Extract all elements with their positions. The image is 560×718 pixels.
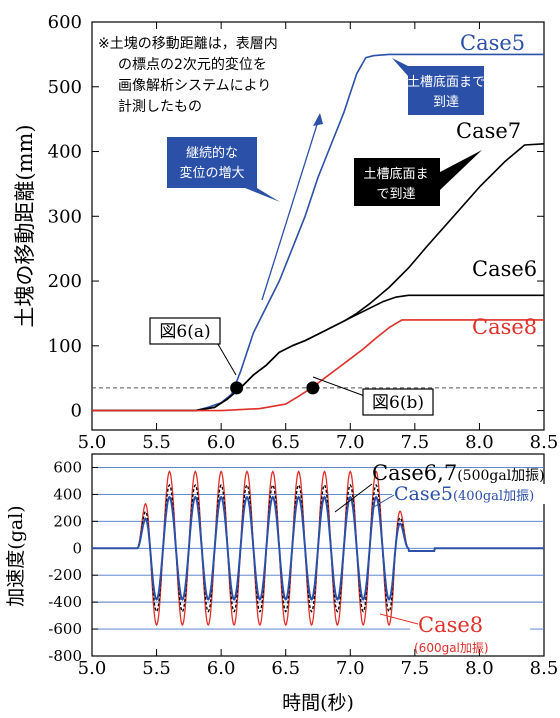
note-line-3: 画像解析システムにより <box>118 78 271 94</box>
bottom-ytick-label-600: 600 <box>53 458 82 476</box>
blue-trend-arrow <box>261 114 321 301</box>
callout-blue-left-shape <box>167 137 280 202</box>
bottom-xtick-label-8.5: 8.5 <box>530 658 559 679</box>
top-ytick-label-500: 500 <box>48 77 82 98</box>
bottom-xtick-label-7.0: 7.0 <box>336 658 365 679</box>
fig-b-rect <box>362 388 434 416</box>
top-plot-frame <box>91 21 545 431</box>
bottom-xtick-label-6.0: 6.0 <box>207 658 236 679</box>
label-case67: Case6,7(500gal加振) <box>372 461 545 485</box>
top-xtick-label-6.0: 6.0 <box>207 432 236 453</box>
label-case8: Case8 <box>472 315 537 339</box>
bottom-xtick-label-5.5: 5.5 <box>142 658 171 679</box>
bottom-series-group <box>92 470 544 627</box>
top-xtick-label-6.5: 6.5 <box>271 432 300 453</box>
top-xtick-label-8.0: 8.0 <box>465 432 494 453</box>
bottom-ytick-label-400: 400 <box>53 485 82 503</box>
top-xtick-label-7.5: 7.5 <box>401 432 430 453</box>
top-xtick-label-7.0: 7.0 <box>336 432 365 453</box>
callout-blue-left-line1: 継続的な <box>186 145 238 161</box>
bottom-chart: 5.0 5.5 6.0 6.5 7.0 7.5 8.0 8.5 600 400 200 0 -200 -4… <box>5 453 558 714</box>
bottom-ytick-label--400: -400 <box>48 593 82 611</box>
note-line-2: の標点の2次元的変位を <box>118 56 267 73</box>
bottom-ytick-label--600: -600 <box>48 620 82 638</box>
top-ytick-label-400: 400 <box>48 142 82 163</box>
top-ytick-label-0: 0 <box>71 401 82 422</box>
bottom-xtick-label-6.5: 6.5 <box>271 658 300 679</box>
label-case5-bottom: Case5(400gal加振) <box>394 483 534 505</box>
top-ytick-label-200: 200 <box>48 271 82 292</box>
label-case6: Case6 <box>472 257 537 281</box>
case67-leader <box>334 483 373 513</box>
fig-b-leader <box>312 376 371 399</box>
fig-a-leader <box>214 338 237 376</box>
label-case8-main: Case8 <box>418 613 483 637</box>
bottom-ytick-label--200: -200 <box>48 566 82 584</box>
bottom-grid: 5.0 5.5 6.0 6.5 7.0 7.5 8.0 8.5 600 400 200 0 -200 -4… <box>48 458 558 679</box>
fig-a-box: 図6(a) <box>149 317 237 376</box>
series-case8 <box>92 319 544 412</box>
callout-black-line2: で到達 <box>376 187 415 202</box>
label-case7: Case7 <box>456 119 521 143</box>
callout-black-shape <box>354 150 482 206</box>
top-xtick-label-5.5: 5.5 <box>142 432 171 453</box>
case5-leader <box>371 494 395 509</box>
label-case8-sub: (600gal加振) <box>414 641 489 655</box>
label-case67-main: Case6,7 <box>372 461 457 485</box>
bottom-plot-frame <box>91 453 545 657</box>
bottom-xtick-label-7.5: 7.5 <box>401 658 430 679</box>
note-line-1: ※土塊の移動距離は，表層内 <box>98 35 278 52</box>
marker-fig-b <box>306 381 320 395</box>
blue-trend-arrowhead <box>313 113 323 126</box>
series-case6 <box>92 294 544 412</box>
note-line-4: 計測したもの <box>118 99 202 115</box>
label-case8-bg <box>410 614 530 636</box>
bottom-ytick-label-200: 200 <box>53 512 82 530</box>
top-ytick-label-600: 600 <box>48 12 82 33</box>
top-xtick-label-5.0: 5.0 <box>78 432 107 453</box>
bottom-ytick-label--800: -800 <box>48 647 82 665</box>
callout-black-line1: 土槽底面ま <box>363 166 428 182</box>
callout-blue-right-shape <box>392 58 484 115</box>
label-case67-sub: (500gal加振) <box>457 468 544 484</box>
top-markers <box>230 381 320 395</box>
top-ytick-label-300: 300 <box>48 206 82 227</box>
fig-b-box: 図6(b) <box>312 376 434 416</box>
callout-blue-right-line2: 到達 <box>433 95 459 110</box>
top-ticks: 5.0 5.5 6.0 6.5 7.0 7.5 8.0 8.5 0 100 200 300 400 500… <box>48 12 559 453</box>
bottom-xtick-label-5.0: 5.0 <box>78 658 107 679</box>
top-ylabel: 土塊の移動距離(mm) <box>13 124 37 327</box>
top-chart: 5.0 5.5 6.0 6.5 7.0 7.5 8.0 8.5 0 100 200 300 400 500… <box>13 12 558 453</box>
callout-blue-left-line2: 変位の増大 <box>179 165 244 181</box>
bottom-ylabel: 加速度(gal) <box>5 505 27 606</box>
fig-a-label: 図6(a) <box>159 322 210 342</box>
case8-leader <box>379 613 419 625</box>
fig-b-label: 図6(b) <box>372 393 424 413</box>
label-case5-bg <box>392 484 548 504</box>
label-case5-sub: (400gal加振) <box>453 489 534 504</box>
top-xtick-label-8.5: 8.5 <box>530 432 559 453</box>
bottom-ytick-label-0: 0 <box>72 539 82 557</box>
callout-blue-right-line1: 土槽底面まで <box>407 74 485 90</box>
label-case5: Case5 <box>460 31 525 55</box>
label-case5-main: Case5 <box>394 483 453 505</box>
bottom-xlabel: 時間(秒) <box>282 692 354 714</box>
fig-a-rect <box>149 317 221 345</box>
bottom-xtick-label-8.0: 8.0 <box>465 658 494 679</box>
top-ytick-label-100: 100 <box>48 336 82 357</box>
marker-fig-a <box>230 381 244 395</box>
accel-series-case5400gal <box>92 495 544 601</box>
